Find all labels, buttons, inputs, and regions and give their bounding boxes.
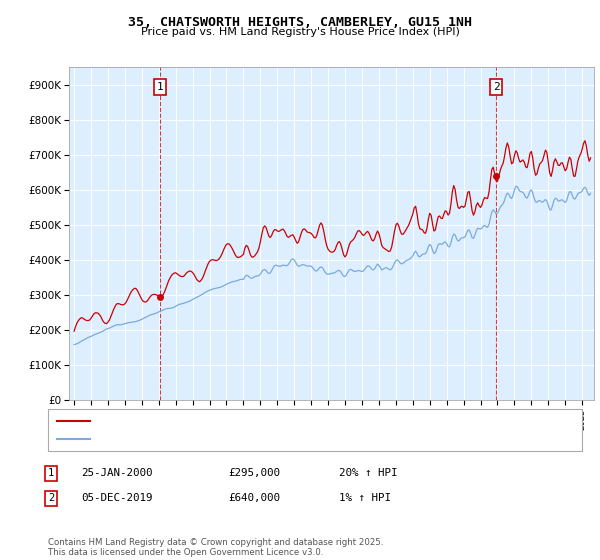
Text: Price paid vs. HM Land Registry's House Price Index (HPI): Price paid vs. HM Land Registry's House …: [140, 27, 460, 37]
Text: £640,000: £640,000: [228, 493, 280, 503]
Text: 2: 2: [48, 493, 54, 503]
Text: 20% ↑ HPI: 20% ↑ HPI: [339, 468, 397, 478]
Text: 1% ↑ HPI: 1% ↑ HPI: [339, 493, 391, 503]
Text: HPI: Average price, detached house, Surrey Heath: HPI: Average price, detached house, Surr…: [96, 434, 346, 444]
Text: 1: 1: [157, 82, 163, 92]
Text: 35, CHATSWORTH HEIGHTS, CAMBERLEY, GU15 1NH: 35, CHATSWORTH HEIGHTS, CAMBERLEY, GU15 …: [128, 16, 472, 29]
Text: 2: 2: [493, 82, 499, 92]
Text: £295,000: £295,000: [228, 468, 280, 478]
Text: 1: 1: [48, 468, 54, 478]
Text: 35, CHATSWORTH HEIGHTS, CAMBERLEY, GU15 1NH (detached house): 35, CHATSWORTH HEIGHTS, CAMBERLEY, GU15 …: [96, 416, 448, 426]
Text: 05-DEC-2019: 05-DEC-2019: [81, 493, 152, 503]
Text: Contains HM Land Registry data © Crown copyright and database right 2025.
This d: Contains HM Land Registry data © Crown c…: [48, 538, 383, 557]
Text: 25-JAN-2000: 25-JAN-2000: [81, 468, 152, 478]
